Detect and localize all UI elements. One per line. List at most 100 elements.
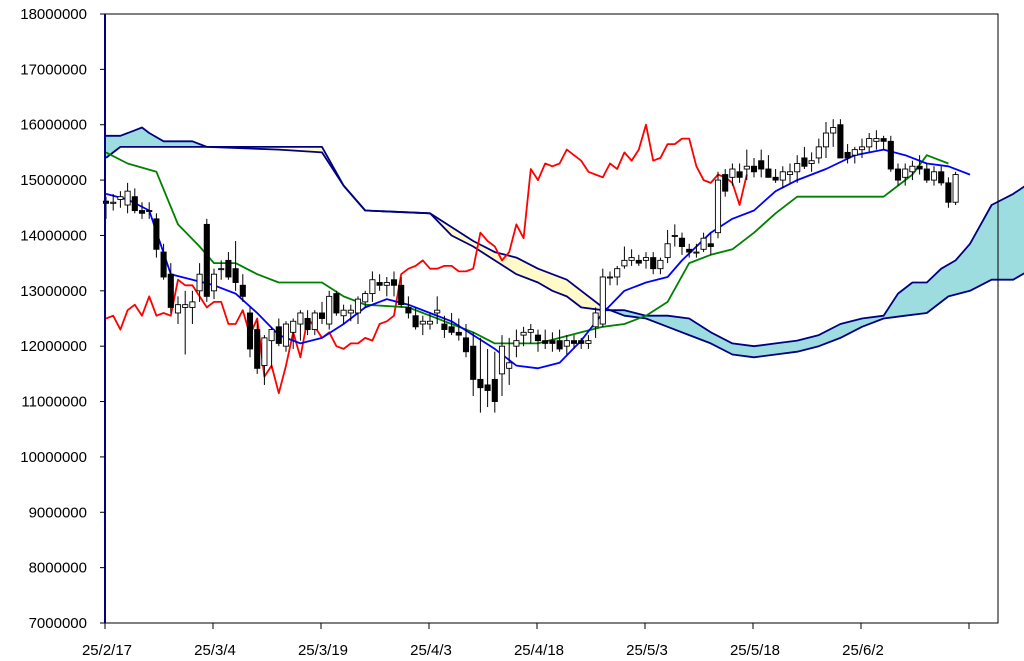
candle-body-93 [772,176,779,181]
cloud-segment-94 [782,341,791,354]
cloud-segment-126 [1012,188,1021,281]
leading-span-a-line [106,126,1024,348]
candle-body-39 [383,282,390,286]
y-tick-label-3: 15000000 [20,172,87,189]
candle-body-65 [570,340,578,344]
cloud-segment-125 [1005,193,1014,281]
candle-body-41 [398,284,405,306]
y-tick-label-10: 8000000 [29,560,87,577]
candle-body-74 [635,259,642,264]
candle-body-34 [347,309,354,314]
candle-body-17 [225,259,232,278]
candle-body-13 [196,273,203,292]
candle-body-100 [822,132,830,148]
cloud-segment-87 [732,343,740,356]
candle-body-73 [628,257,635,261]
cloud-segment-117 [948,259,956,297]
candle-body-52 [477,378,484,389]
y-tick-label-7: 11000000 [21,394,87,411]
candle-body-28 [304,318,311,331]
conversion-line [105,148,971,370]
candle-body-75 [642,257,650,261]
candle-body-25 [282,323,290,347]
x-tick-label-4: 25/4/18 [514,642,564,659]
candle-body-71 [614,268,621,278]
candle-body-106 [866,138,873,148]
y-tick-label-5: 13000000 [20,283,87,300]
y-axis-labels: 18000000 17000000 16000000 15000000 14000000… [20,6,87,632]
candle-body-116 [938,171,945,184]
candle-body-109 [887,140,894,170]
cloud-segment-91 [760,343,769,357]
candle-body-12 [189,301,196,308]
candle-body-24 [275,326,282,344]
candle-body-16 [218,268,225,271]
x-tick-label-1: 25/3/4 [194,642,236,659]
candle-body-81 [686,248,693,253]
candle-body-32 [333,293,340,314]
candle-body-102 [837,124,844,159]
candle-body-84 [707,243,714,247]
candle-body-86 [722,174,729,192]
candle-body-50 [462,337,470,353]
candle-body-22 [261,337,268,367]
x-tick-label-2: 25/3/19 [298,642,348,659]
candle-body-67 [585,340,592,344]
candle-body-49 [455,331,462,336]
candle-body-18 [232,268,239,283]
cloud-segment-109 [890,292,899,318]
lagging-span-line [105,123,748,395]
candle-body-63 [556,340,563,350]
candle-body-42 [405,306,412,314]
y-tick-label-11: 7000000 [29,615,87,632]
candle-body-64 [563,340,570,347]
candle-body-47 [441,323,448,331]
candle-body-69 [599,276,606,325]
candle-body-36 [362,293,369,303]
candle-body-89 [743,165,750,170]
candle-body-76 [650,257,657,270]
candle-body-8 [160,251,167,278]
y-tick-label-8: 10000000 [20,449,87,466]
candle-body-99 [815,146,822,159]
candle-body-58 [520,331,527,336]
candle-body-117 [945,182,952,203]
candle-body-97 [801,157,808,167]
x-tick-label-6: 25/5/18 [730,642,780,659]
candle-body-3 [124,190,131,206]
candle-body-110 [894,168,902,181]
candle-body-55 [498,345,506,375]
candle-body-104 [851,149,858,156]
candle-body-68 [592,312,599,328]
candle-body-111 [902,168,909,178]
candle-body-26 [290,320,297,333]
candle-body-85 [714,179,722,234]
x-tick-label-0: 25/2/17 [82,642,132,659]
candle-body-2 [117,196,124,200]
candle-body-44 [419,320,426,325]
candle-body-115 [930,171,938,181]
candlesticks [102,119,959,413]
y-tick-label-6: 12000000 [20,338,87,355]
candle-body-20 [246,312,254,350]
candle-body-43 [412,315,419,328]
candle-body-103 [844,151,851,159]
leading-span-b-line [105,145,1024,359]
candle-body-66 [578,340,585,344]
candle-body-5 [138,210,146,214]
candle-body-95 [786,171,794,176]
candle-body-107 [873,138,880,142]
cloud-segment-127 [1020,186,1024,277]
x-tick-label-7: 25/6/2 [842,642,884,659]
candle-body-23 [268,329,275,342]
candle-body-56 [506,362,513,369]
candle-body-94 [779,171,786,181]
candle-body-4 [131,196,138,211]
ichimoku-cloud [105,126,1024,358]
candle-body-91 [758,160,765,170]
candle-body-11 [182,304,189,308]
candle-body-53 [484,384,491,391]
x-tick-label-3: 25/4/3 [410,642,452,659]
